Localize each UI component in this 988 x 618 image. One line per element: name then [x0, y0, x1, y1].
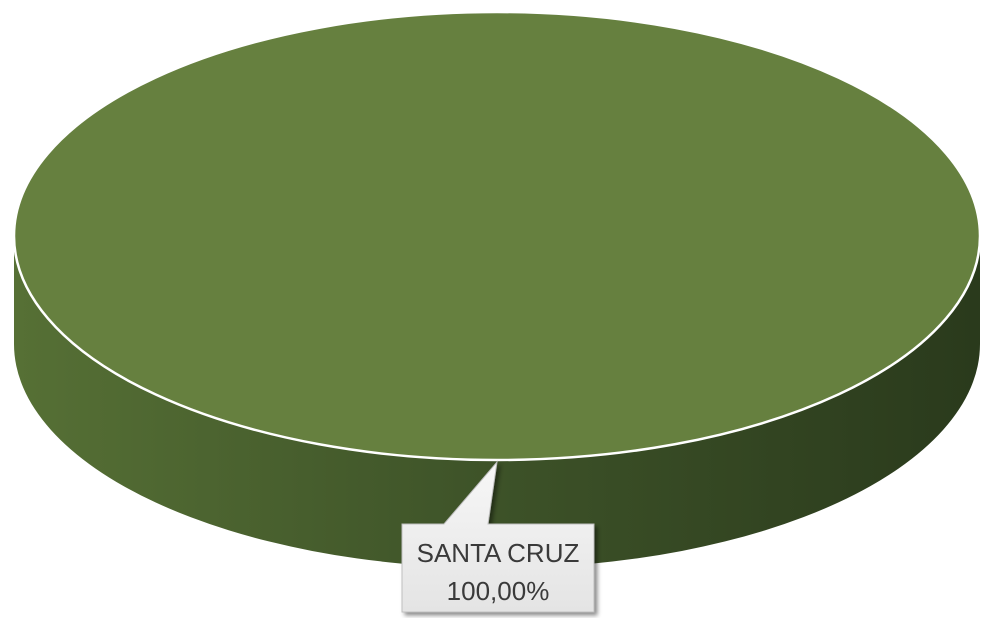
pie-slice-side-santa-cruz: [14, 236, 980, 568]
data-label-value: 100,00%: [447, 576, 550, 606]
data-label-category: SANTA CRUZ: [417, 538, 580, 568]
pie-slice-santa-cruz: [12, 10, 982, 462]
data-label-callout: [401, 460, 595, 613]
